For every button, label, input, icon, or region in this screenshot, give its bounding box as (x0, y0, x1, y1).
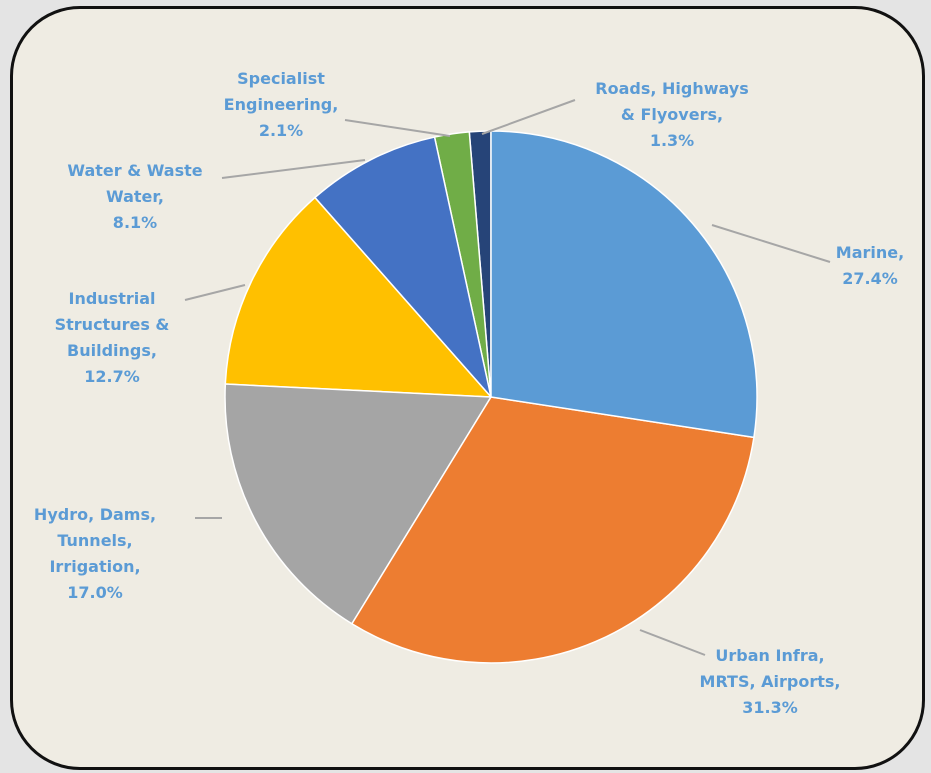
leader-line (639, 629, 706, 656)
slice-label: Industrial Structures & Buildings, 12.7% (55, 286, 170, 390)
category-label: Marine, (835, 243, 905, 262)
pie-slice (224, 196, 493, 398)
leader-line (481, 99, 576, 135)
category-label: Water & Waste Water, (67, 161, 203, 206)
category-label: Urban Infra, MRTS, Airports, (699, 646, 841, 691)
pie-slice (350, 396, 755, 664)
category-label: Specialist Engineering, (223, 69, 339, 114)
value-label: 1.3% (649, 131, 695, 150)
category-label: Hydro, Dams, Tunnels, Irrigation, (33, 505, 157, 576)
pie-slice (313, 136, 493, 400)
category-label: Roads, Highways & Flyovers, (595, 79, 749, 124)
pie-slice (490, 130, 758, 439)
slice-label: Urban Infra, MRTS, Airports, 31.3% (700, 643, 841, 721)
value-label: 8.1% (112, 213, 158, 232)
value-label: 31.3% (742, 698, 798, 717)
value-label: 17.0% (67, 583, 123, 602)
slice-label: Marine, 27.4% (836, 240, 904, 292)
category-label: Industrial Structures & Buildings, (54, 289, 170, 360)
value-label: 27.4% (842, 269, 898, 288)
slice-label: Water & Waste Water, 8.1% (67, 158, 202, 236)
value-label: 12.7% (84, 367, 140, 386)
leader-line (344, 119, 451, 137)
slice-label: Specialist Engineering, 2.1% (224, 66, 339, 144)
value-label: 2.1% (258, 121, 304, 140)
slice-label: Hydro, Dams, Tunnels, Irrigation, 17.0% (34, 502, 156, 606)
pie-slice (224, 383, 493, 625)
leader-line (711, 224, 831, 263)
leader-line (221, 159, 366, 179)
leader-line (184, 284, 246, 301)
slice-label: Roads, Highways & Flyovers, 1.3% (595, 76, 749, 154)
